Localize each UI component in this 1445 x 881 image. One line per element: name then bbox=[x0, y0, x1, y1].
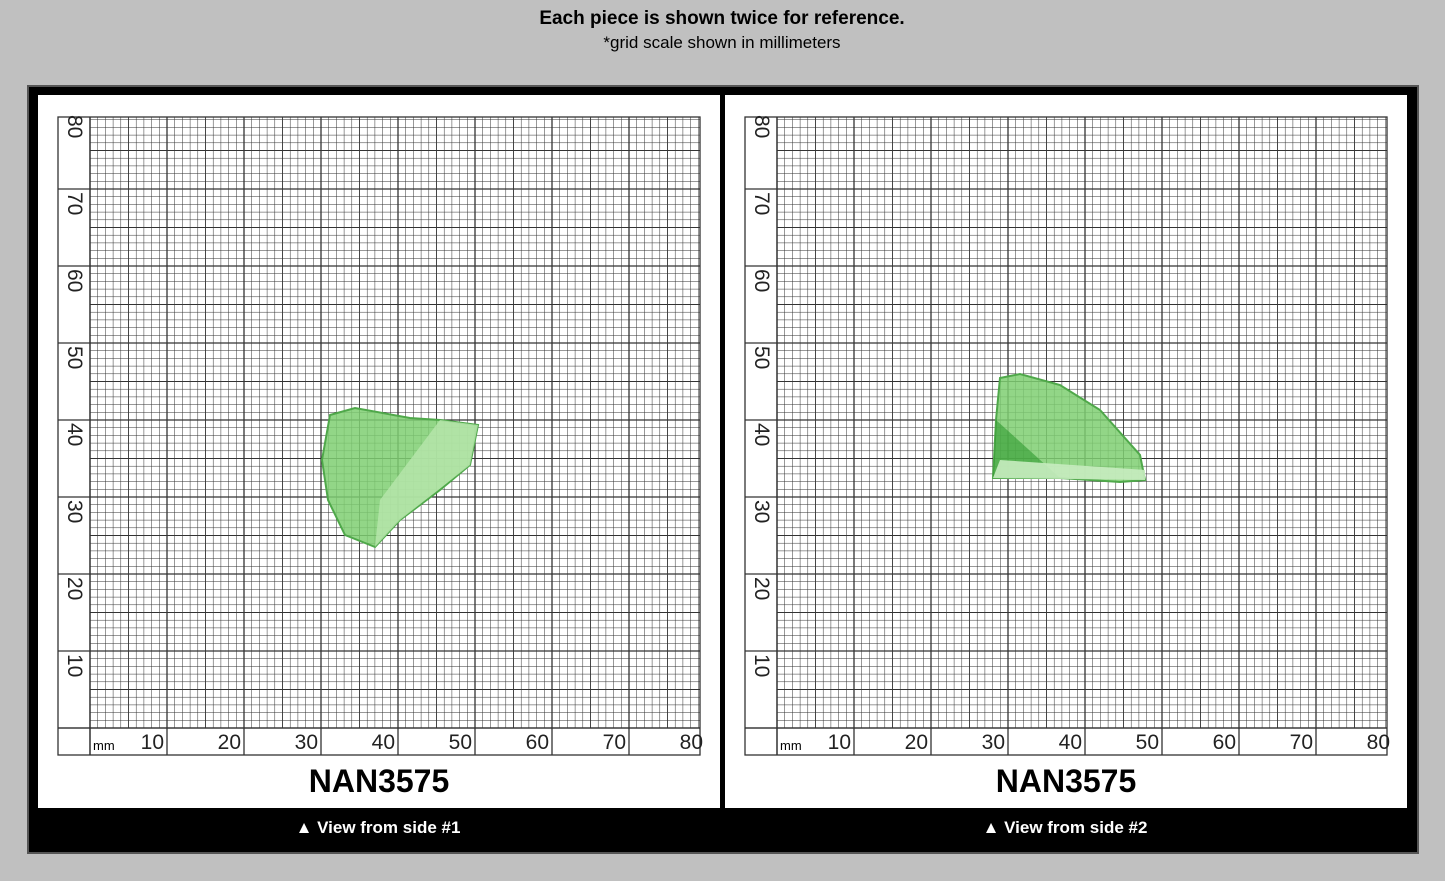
unit-label: mm bbox=[93, 738, 115, 753]
glass-facet bbox=[375, 420, 478, 547]
y-scale-label: 60 bbox=[63, 269, 86, 292]
y-scale-label: 40 bbox=[750, 423, 773, 446]
y-scale-label: 10 bbox=[63, 654, 86, 677]
y-scale-label: 40 bbox=[63, 423, 86, 446]
y-scale-label: 30 bbox=[750, 500, 773, 523]
x-scale-label: 40 bbox=[1059, 731, 1082, 754]
x-scale-label: 10 bbox=[828, 731, 851, 754]
y-scale-label: 20 bbox=[63, 577, 86, 600]
view-caption: ▲ View from side #2 bbox=[983, 818, 1148, 837]
y-scale-label: 10 bbox=[750, 654, 773, 677]
header-subtitle: *grid scale shown in millimeters bbox=[603, 33, 840, 52]
header-title: Each piece is shown twice for reference. bbox=[539, 8, 904, 29]
y-scale-label: 80 bbox=[750, 115, 773, 138]
y-scale-label: 60 bbox=[750, 269, 773, 292]
x-scale-label: 20 bbox=[905, 731, 928, 754]
x-scale-label: 20 bbox=[218, 731, 241, 754]
y-scale-label: 70 bbox=[750, 192, 773, 215]
grid-border bbox=[744, 116, 1388, 756]
x-scale-label: 60 bbox=[526, 731, 549, 754]
panels: 10 20 30 40 50 60 70 80 10 20 30 40 50 60 70 80 mm NAN357… bbox=[38, 95, 1407, 837]
glass-facet bbox=[993, 460, 1145, 480]
product-code: NAN3575 bbox=[309, 763, 450, 799]
x-scale-label: 40 bbox=[372, 731, 395, 754]
x-scale-label: 70 bbox=[1290, 731, 1313, 754]
x-scale-label: 10 bbox=[141, 731, 164, 754]
x-scale-label: 70 bbox=[603, 731, 626, 754]
x-scale-label: 50 bbox=[1136, 731, 1159, 754]
x-scale-label: 80 bbox=[1367, 731, 1390, 754]
x-scale-label: 80 bbox=[680, 731, 703, 754]
grid bbox=[57, 116, 701, 756]
product-code: NAN3575 bbox=[996, 763, 1137, 799]
view-caption: ▲ View from side #1 bbox=[296, 818, 461, 837]
y-scale-label: 80 bbox=[63, 115, 86, 138]
x-scale-label: 30 bbox=[295, 731, 318, 754]
unit-label: mm bbox=[780, 738, 802, 753]
y-scale-label: 70 bbox=[63, 192, 86, 215]
y-scale-label: 50 bbox=[63, 346, 86, 369]
x-scale-label: 30 bbox=[982, 731, 1005, 754]
grid-border bbox=[57, 116, 701, 756]
y-scale-label: 20 bbox=[750, 577, 773, 600]
y-scale-label: 30 bbox=[63, 500, 86, 523]
x-scale-label: 60 bbox=[1213, 731, 1236, 754]
x-scale-label: 50 bbox=[449, 731, 472, 754]
y-scale-label: 50 bbox=[750, 346, 773, 369]
